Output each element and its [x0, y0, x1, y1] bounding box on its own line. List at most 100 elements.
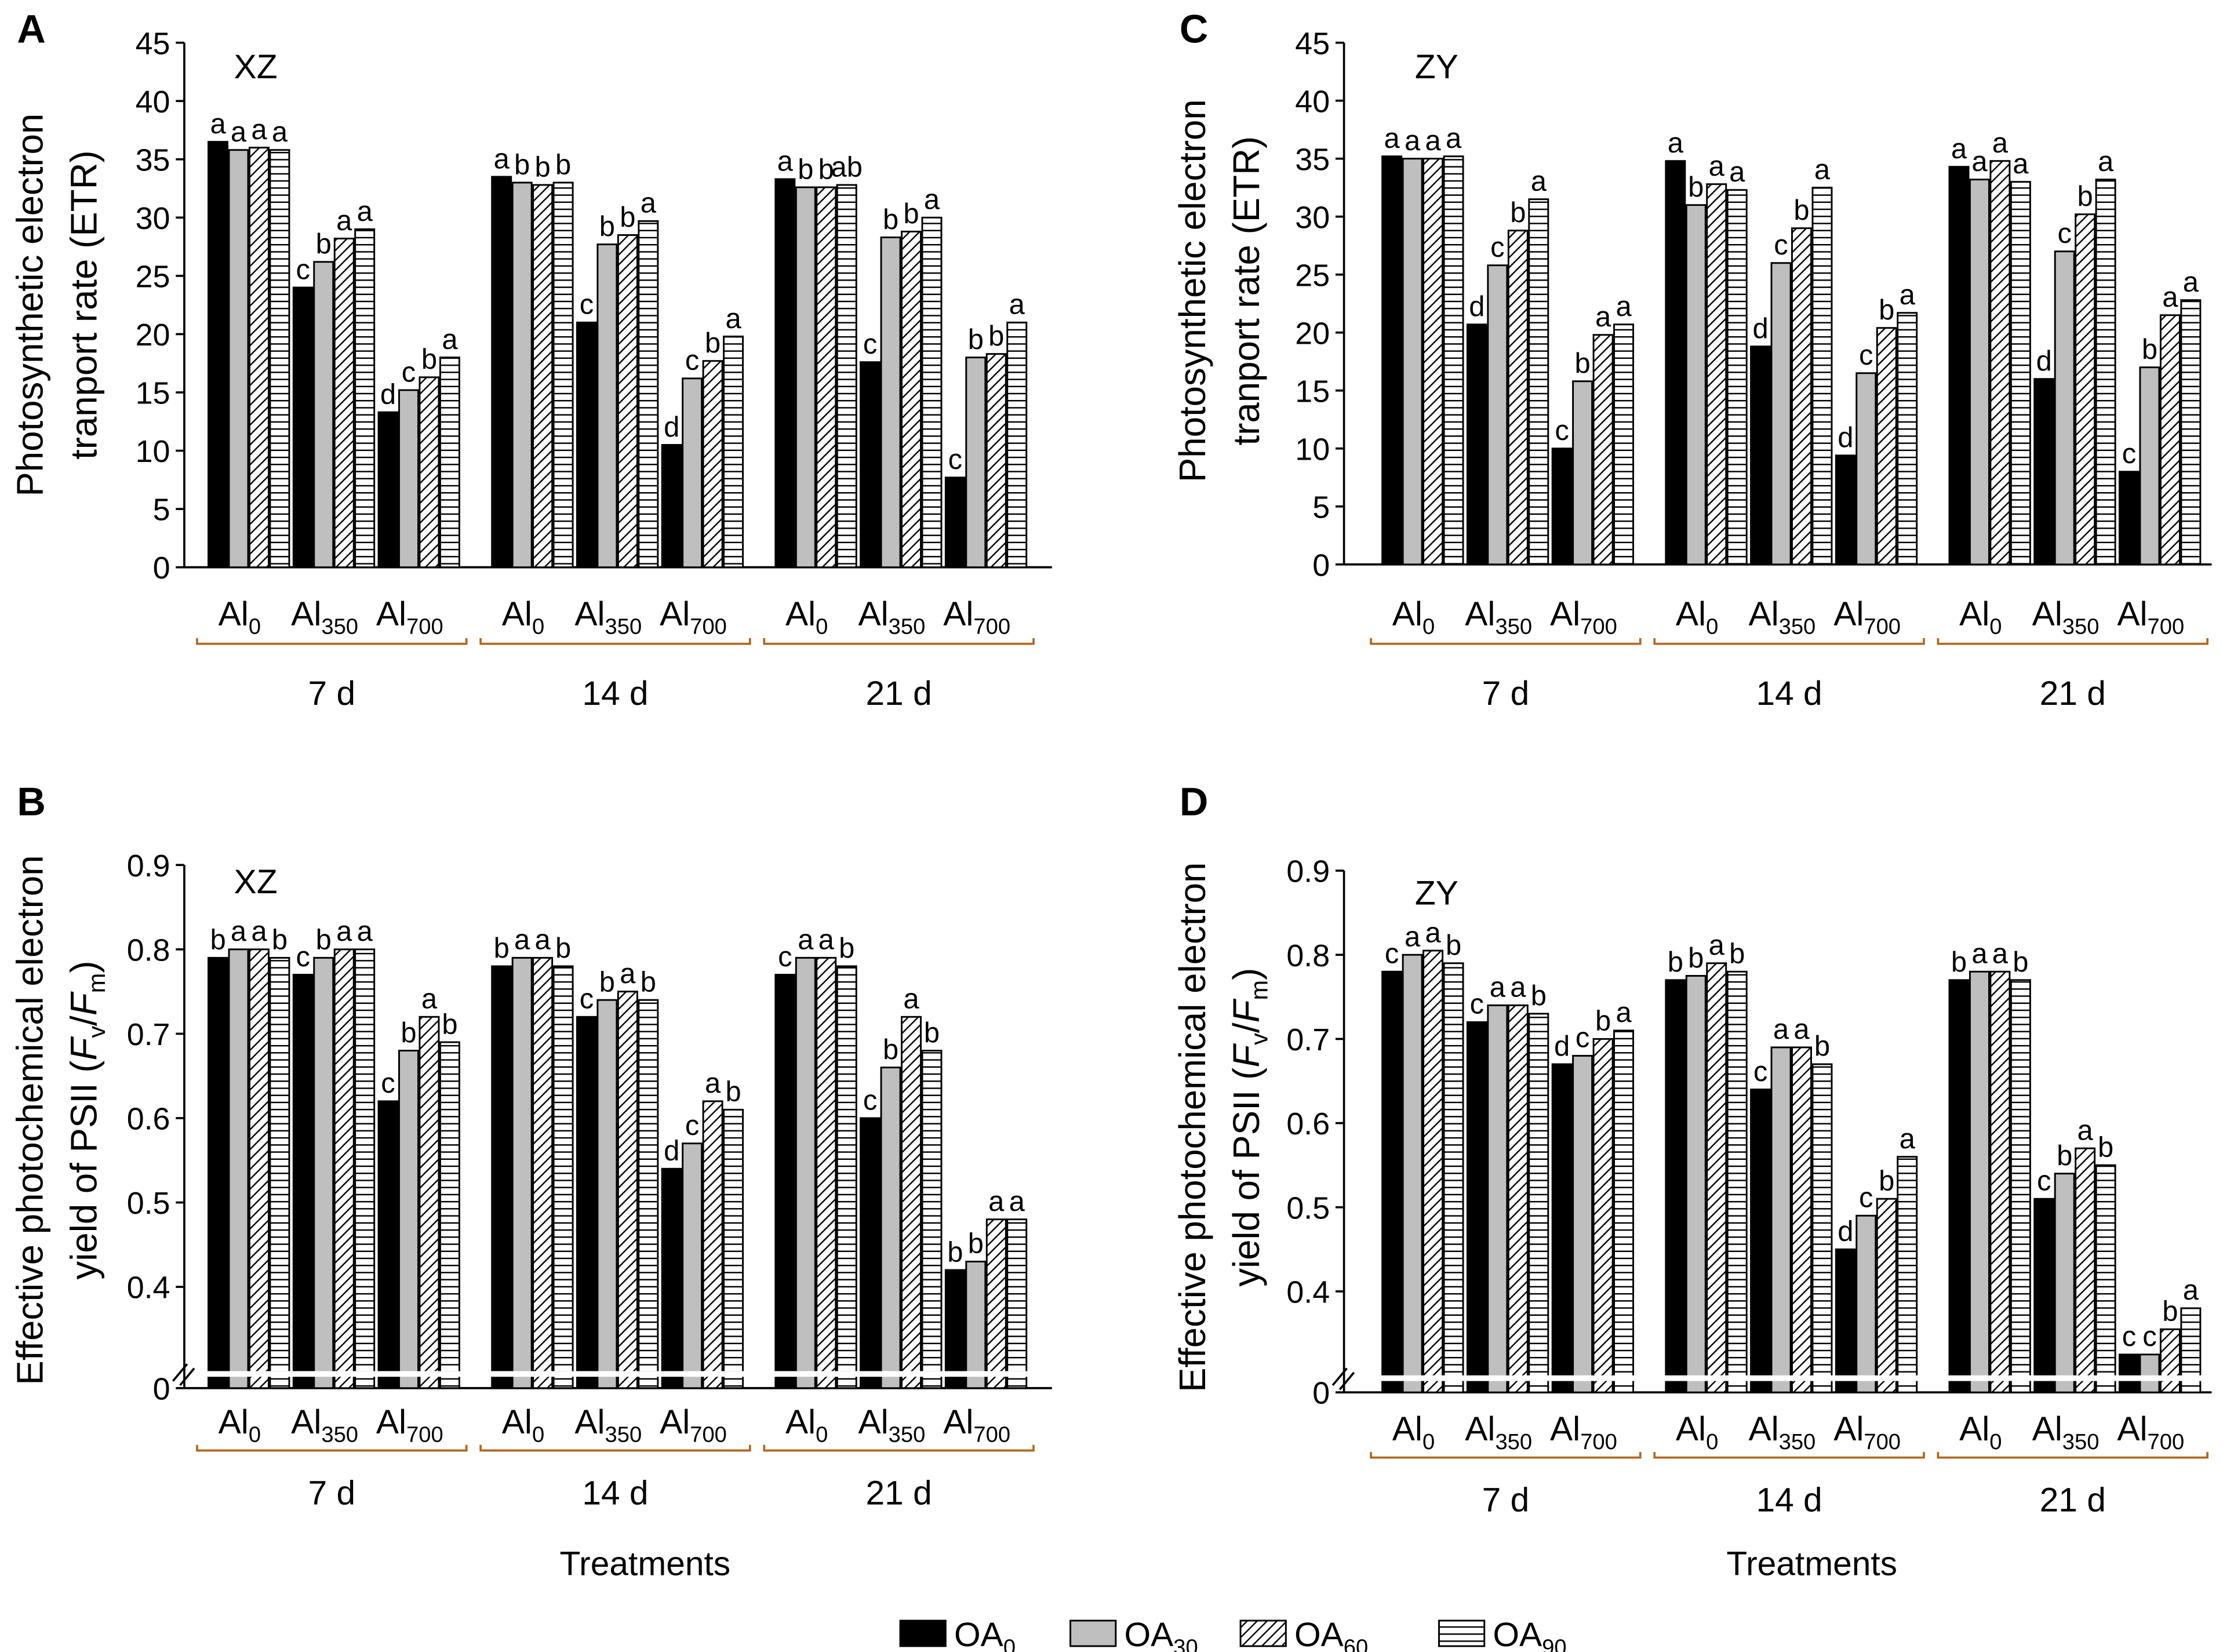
bar — [1665, 979, 1686, 1393]
category-label: Al350 — [1748, 595, 1815, 639]
bar — [439, 356, 460, 569]
bar — [617, 234, 638, 569]
significance-letter: b — [725, 1076, 741, 1108]
y-tick-label: 20 — [1295, 316, 1330, 351]
significance-letter: b — [1688, 172, 1704, 203]
significance-letter: a — [641, 188, 657, 219]
significance-letter: d — [380, 379, 396, 410]
bar — [1487, 264, 1508, 566]
category-label: Al0 — [1392, 1410, 1435, 1454]
category-label-base: Al — [1676, 1410, 1706, 1448]
y-axis-label: Photosynthetic electron — [9, 114, 50, 497]
bar — [398, 1050, 419, 1389]
bar — [398, 389, 419, 569]
significance-letter: d — [2036, 345, 2052, 377]
significance-letter: b — [968, 1228, 984, 1260]
y-tick-label: 0.8 — [1286, 938, 1330, 973]
bar — [1897, 1156, 1918, 1393]
category-label-sub: 0 — [532, 1422, 544, 1447]
category-label: Al700 — [660, 1403, 727, 1447]
bar — [682, 377, 703, 569]
significance-letter: c — [2037, 1166, 2051, 1197]
bar — [638, 999, 659, 1389]
significance-letter: a — [988, 1186, 1005, 1217]
category-label-sub: 0 — [1989, 1429, 2002, 1454]
category-label: Al350 — [574, 1403, 642, 1447]
significance-letter: a — [251, 916, 267, 947]
bar — [1855, 372, 1877, 566]
significance-letter: b — [272, 925, 288, 956]
bar — [985, 1218, 1007, 1389]
significance-letter: b — [316, 228, 332, 260]
significance-letter: b — [1879, 294, 1894, 326]
significance-letter: c — [1470, 989, 1484, 1020]
significance-letter: b — [599, 966, 615, 998]
category-label-base: Al — [943, 1403, 973, 1441]
significance-letter: a — [231, 916, 247, 947]
category-label: Al350 — [1748, 1410, 1815, 1454]
category-label: Al0 — [1959, 1410, 2002, 1454]
bar — [333, 948, 355, 1389]
category-label: Al700 — [2117, 1410, 2184, 1454]
significance-letter: b — [1575, 348, 1591, 379]
bar — [1443, 962, 1464, 1393]
y-tick-label: 5 — [1312, 490, 1330, 525]
y-tick-label: 0.6 — [1286, 1107, 1330, 1141]
significance-letter: a — [2013, 148, 2029, 180]
significance-letter: a — [1595, 301, 1611, 333]
category-label-base: Al — [943, 595, 973, 633]
group-bracket — [1653, 1451, 1925, 1459]
bar — [1770, 1046, 1792, 1393]
category-label-base: Al — [1550, 595, 1580, 633]
bar — [1855, 1214, 1877, 1393]
group-bracket — [763, 638, 1035, 645]
category-label-base: Al — [1959, 595, 1989, 633]
bar — [1791, 1046, 1812, 1393]
significance-letter: a — [2183, 1275, 2199, 1306]
bar — [552, 965, 574, 1389]
significance-letter: a — [1425, 125, 1441, 157]
category-label: Al700 — [660, 595, 727, 639]
significance-letter: a — [1709, 151, 1725, 182]
bar — [1381, 155, 1403, 566]
significance-letter: a — [357, 916, 373, 947]
legend-swatch — [1438, 1620, 1486, 1647]
category-label: Al700 — [1833, 595, 1901, 639]
bar — [552, 181, 574, 569]
y-tick-label: 35 — [1295, 142, 1330, 177]
significance-letter: a — [1971, 146, 1988, 177]
y-axis-label: Effective photochemical electron — [1172, 863, 1213, 1392]
bar — [1706, 962, 1727, 1393]
bar — [208, 141, 229, 569]
category-label-sub: 350 — [889, 614, 926, 639]
category-label-base: Al — [785, 1403, 816, 1441]
significance-letter: c — [296, 254, 310, 285]
significance-letter: b — [1951, 947, 1967, 978]
bar — [836, 184, 857, 569]
y-tick-label: 0.9 — [127, 849, 170, 883]
bar — [1572, 1054, 1593, 1393]
category-label: Al0 — [1959, 595, 2002, 639]
y-axis-label-part: F — [1226, 998, 1267, 1023]
category-label: Al350 — [291, 1403, 358, 1447]
significance-letter: c — [1490, 232, 1504, 263]
category-label-base: Al — [1676, 595, 1706, 633]
significance-letter: a — [1900, 279, 1916, 311]
significance-letter: a — [1709, 930, 1725, 961]
category-label-base: Al — [2117, 1410, 2147, 1448]
bar — [901, 1016, 922, 1389]
bar — [816, 956, 837, 1389]
significance-letter: a — [272, 117, 288, 148]
category-label-sub: 700 — [2148, 1429, 2185, 1454]
significance-letter: b — [1595, 1006, 1611, 1037]
bar — [1592, 334, 1614, 566]
significance-letter: a — [1405, 922, 1421, 953]
legend-label-base: OA — [1125, 1616, 1174, 1652]
significance-letter: a — [2098, 146, 2114, 177]
legend-label-sub: 60 — [1344, 1635, 1368, 1652]
category-label-sub: 0 — [532, 614, 544, 639]
group-label: 7 d — [1482, 675, 1530, 712]
bar — [491, 965, 512, 1389]
bar — [1006, 1218, 1028, 1389]
category-label-base: Al — [1833, 1410, 1864, 1448]
